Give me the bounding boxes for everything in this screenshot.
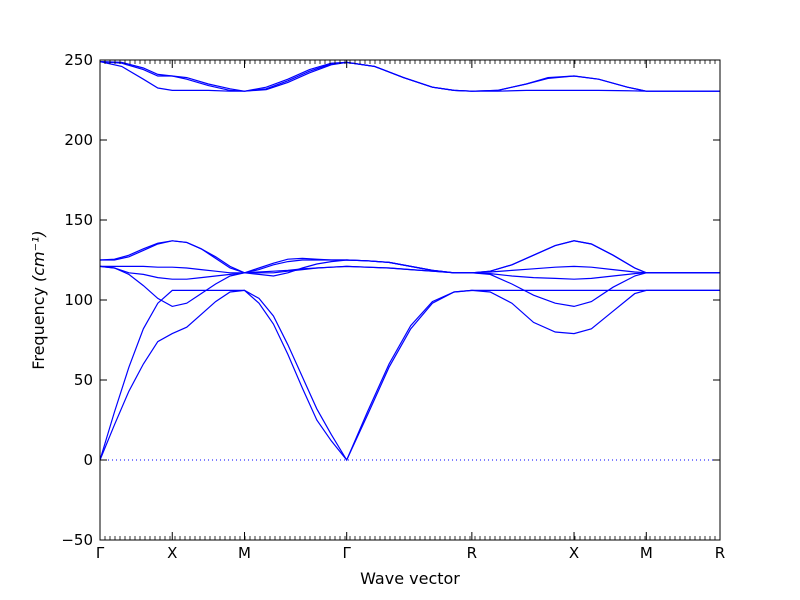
x-tick-label: X xyxy=(569,544,579,562)
y-tick-label: 50 xyxy=(74,371,93,389)
phonon-band-2 xyxy=(100,289,720,462)
phonon-band-7 xyxy=(100,240,720,274)
x-tick-label: M xyxy=(238,544,251,562)
y-tick-label: 100 xyxy=(64,291,93,309)
phonon-band-4 xyxy=(100,265,720,280)
phonon-band-10 xyxy=(100,61,720,92)
x-tick-label: R xyxy=(715,544,725,562)
y-axis-unit: (cm⁻¹) xyxy=(29,230,48,282)
x-tick-label: M xyxy=(640,544,653,562)
phonon-band-1 xyxy=(100,289,720,462)
bands-layer xyxy=(100,61,720,462)
y-tick-label: 200 xyxy=(64,131,93,149)
y-tick-label: 150 xyxy=(64,211,93,229)
y-axis-title-text: Frequency xyxy=(29,287,48,370)
x-axis-title: Wave vector xyxy=(360,569,460,588)
y-axis-title: Frequency (cm⁻¹) xyxy=(29,230,48,369)
x-tick-label: R xyxy=(467,544,477,562)
y-tick-label: 250 xyxy=(64,51,93,69)
minor-ticks-layer xyxy=(104,60,716,540)
x-tick-label: X xyxy=(167,544,177,562)
y-tick-label: 0 xyxy=(83,451,93,469)
x-tick-label: Γ xyxy=(96,544,105,562)
x-tick-label: Γ xyxy=(343,544,352,562)
plot-frame xyxy=(99,59,721,541)
y-tick-label: −50 xyxy=(61,531,93,549)
